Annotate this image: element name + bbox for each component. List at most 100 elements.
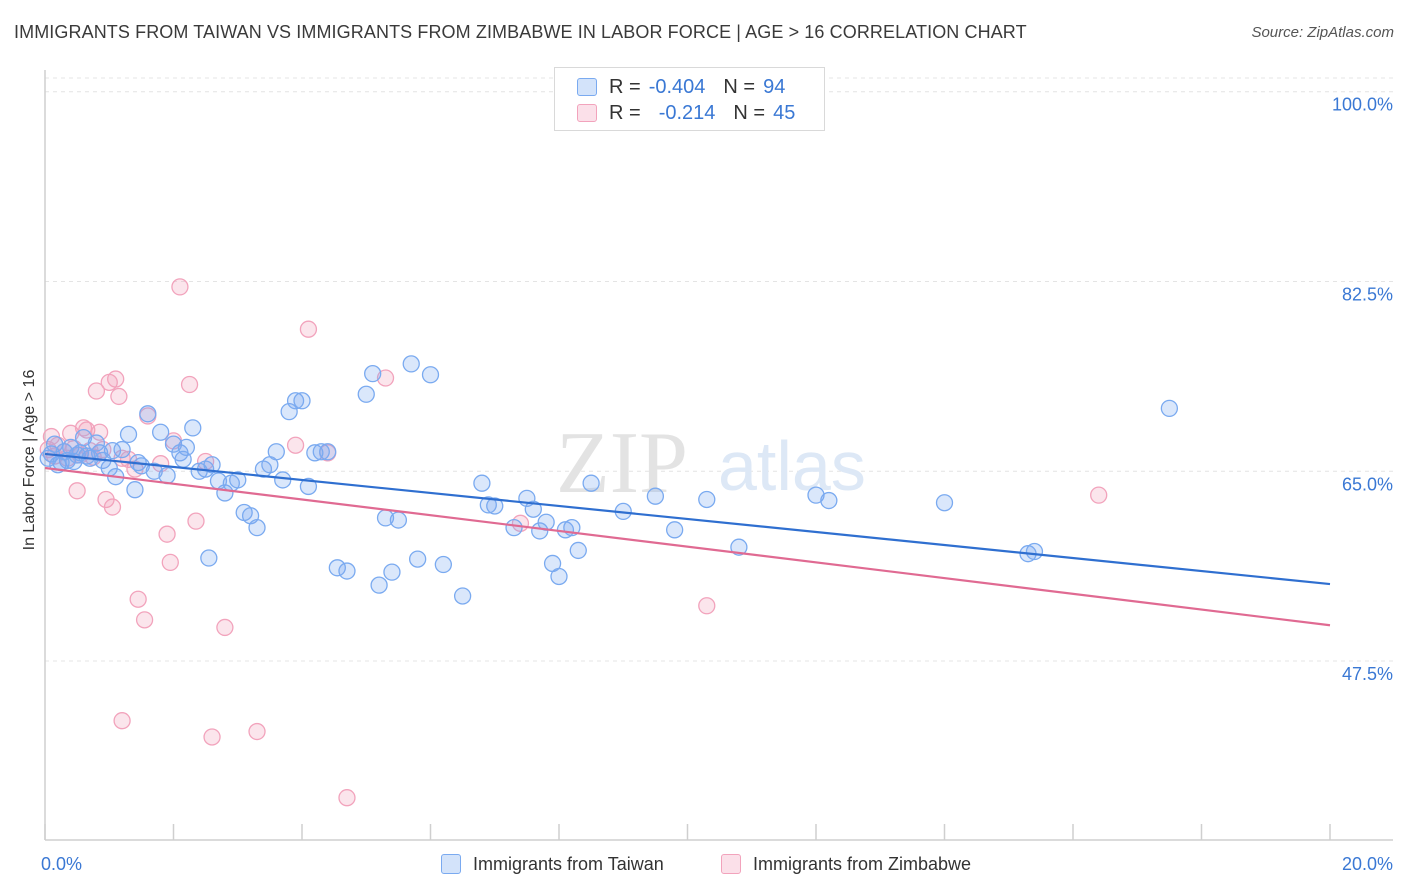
point-taiwan	[203, 456, 221, 474]
point-zimbabwe	[698, 597, 716, 615]
point-zimbabwe	[299, 320, 318, 338]
trend-lines	[44, 452, 1331, 627]
point-taiwan	[286, 392, 305, 410]
y-tick-label: 65.0%	[1342, 474, 1393, 494]
point-zimbabwe	[216, 618, 234, 637]
point-taiwan	[383, 563, 401, 581]
point-taiwan	[132, 457, 151, 475]
point-taiwan	[408, 550, 427, 568]
point-taiwan	[364, 365, 382, 383]
point-zimbabwe	[68, 482, 86, 500]
point-taiwan	[935, 494, 954, 512]
point-zimbabwe	[187, 512, 205, 530]
point-taiwan	[306, 444, 324, 462]
legend-swatch-taiwan	[441, 854, 461, 874]
point-zimbabwe	[203, 728, 221, 746]
x-tick-label: 20.0%	[1342, 854, 1393, 874]
r-label: R =	[609, 101, 641, 124]
point-taiwan	[370, 576, 388, 594]
point-taiwan	[646, 487, 665, 505]
point-taiwan	[473, 474, 491, 492]
data-points	[39, 278, 1179, 807]
legend-item-taiwan: Immigrants from Taiwan	[441, 852, 664, 876]
tick-labels: 100.0% 82.5% 65.0% 47.5% 0.0% 20.0%	[41, 95, 1393, 874]
point-taiwan	[145, 462, 163, 480]
point-zimbabwe	[135, 611, 154, 629]
point-taiwan	[139, 405, 157, 423]
point-zimbabwe	[286, 436, 305, 454]
legend-row-zimbabwe: R = -0.214 N = 45	[577, 101, 795, 125]
point-taiwan	[807, 486, 825, 504]
point-taiwan	[151, 423, 170, 441]
legend-label-zimbabwe: Immigrants from Zimbabwe	[753, 853, 972, 874]
point-zimbabwe	[248, 722, 266, 741]
point-zimbabwe	[87, 382, 106, 400]
point-taiwan	[267, 443, 285, 461]
point-taiwan	[1025, 542, 1044, 561]
legend-item-zimbabwe: Immigrants from Zimbabwe	[721, 852, 971, 876]
trend-line-zimbabwe	[44, 466, 1331, 627]
y-tick-label: 47.5%	[1342, 664, 1393, 684]
point-taiwan	[200, 549, 218, 567]
point-zimbabwe	[1090, 486, 1108, 504]
r-value-zimbabwe: -0.214	[658, 101, 716, 124]
point-taiwan	[87, 434, 106, 452]
point-taiwan	[299, 477, 318, 496]
stats-legend: R = -0.404 N = 94 R = -0.214 N = 45	[554, 67, 825, 131]
point-taiwan	[74, 428, 93, 447]
r-label: R =	[609, 75, 641, 98]
point-taiwan	[229, 471, 247, 489]
point-taiwan	[184, 419, 202, 437]
point-zimbabwe	[107, 370, 125, 388]
point-zimbabwe	[129, 590, 147, 608]
point-taiwan	[312, 443, 330, 461]
point-taiwan	[505, 519, 523, 537]
grid-lines	[45, 77, 1393, 662]
legend-row-taiwan: R = -0.404 N = 94	[577, 75, 785, 99]
point-taiwan	[357, 385, 375, 403]
point-taiwan	[524, 500, 542, 518]
point-taiwan	[531, 522, 549, 540]
chart-title: IMMIGRANTS FROM TAIWAN VS IMMIGRANTS FRO…	[14, 22, 1027, 42]
legend-swatch-zimbabwe	[721, 854, 741, 874]
point-taiwan	[1160, 399, 1179, 418]
point-zimbabwe	[103, 498, 122, 516]
r-value-taiwan: -0.404	[648, 75, 706, 98]
point-zimbabwe	[90, 423, 109, 441]
y-tick-label: 82.5%	[1342, 284, 1393, 304]
point-taiwan	[421, 366, 440, 384]
point-taiwan	[389, 511, 408, 529]
point-taiwan	[730, 538, 748, 556]
chart-source: Source: ZipAtlas.com	[1251, 24, 1394, 41]
point-taiwan	[479, 496, 497, 514]
legend-swatch-zimbabwe	[577, 104, 597, 122]
point-taiwan	[174, 450, 192, 468]
watermark-atlas: atlas	[718, 427, 866, 505]
watermark-zip: ZIP	[556, 415, 688, 512]
point-taiwan	[164, 435, 183, 453]
point-zimbabwe	[376, 369, 395, 387]
point-taiwan	[582, 474, 600, 492]
point-zimbabwe	[180, 375, 199, 394]
point-taiwan	[338, 562, 356, 580]
point-taiwan	[280, 402, 298, 421]
point-taiwan	[666, 521, 684, 539]
point-taiwan	[319, 443, 337, 461]
point-zimbabwe	[110, 387, 128, 406]
point-taiwan	[698, 490, 716, 509]
watermark: ZIP atlas	[556, 415, 866, 512]
point-taiwan	[453, 587, 472, 605]
point-zimbabwe	[158, 525, 176, 543]
n-value-taiwan: 94	[763, 75, 786, 98]
legend-swatch-taiwan	[577, 78, 597, 96]
point-zimbabwe	[161, 553, 179, 572]
point-zimbabwe	[113, 712, 131, 730]
point-taiwan	[486, 497, 504, 515]
point-taiwan	[328, 559, 346, 577]
point-taiwan	[103, 442, 122, 460]
point-taiwan	[434, 555, 453, 574]
point-taiwan	[402, 355, 420, 373]
point-zimbabwe	[171, 278, 189, 296]
y-tick-label: 100.0%	[1332, 95, 1393, 115]
n-value-zimbabwe: 45	[773, 101, 796, 124]
